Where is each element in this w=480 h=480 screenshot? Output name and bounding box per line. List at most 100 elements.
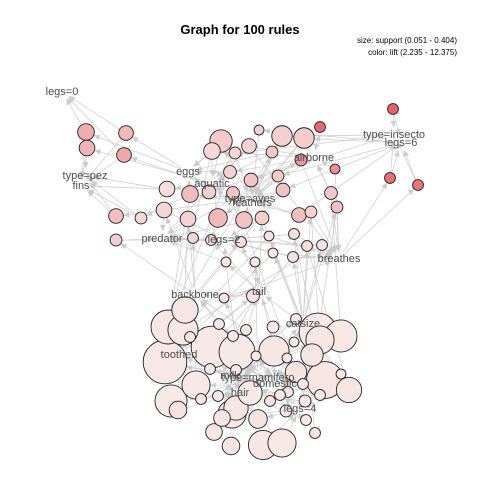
item-label: milk (220, 370, 240, 382)
item-label: eggs (176, 166, 200, 178)
rule-node (220, 256, 232, 268)
rule-to-item-edge (85, 138, 122, 181)
edge-arrowhead (263, 128, 271, 135)
rule-node (274, 389, 286, 401)
item-to-rule-edge (304, 250, 322, 317)
rule-to-item-edge (257, 200, 293, 214)
rule-node (248, 409, 268, 429)
item-to-rule-edge (258, 224, 263, 285)
edge-arrowhead (261, 374, 269, 380)
rule-node (291, 207, 307, 223)
edge-arrowhead (328, 246, 335, 253)
edge-arrowhead (146, 210, 154, 216)
legend-color: color: lift (2.235 - 12.375) (368, 48, 457, 57)
rule-to-item-edge (92, 176, 160, 189)
edge-arrowhead (93, 134, 101, 141)
rule-to-item-edge (298, 236, 333, 256)
rule-node (279, 404, 293, 418)
rule-node (246, 289, 260, 303)
rule-node (171, 296, 199, 324)
edge-arrowhead (195, 168, 203, 175)
rule-node (243, 172, 259, 188)
edge-arrowhead (282, 378, 290, 385)
edge-arrowhead (94, 149, 102, 155)
edge-arrowhead (257, 200, 265, 206)
item-label: type=insecto (363, 129, 425, 141)
item-label: domestic (253, 378, 298, 390)
edge-arrowhead (290, 329, 297, 336)
edge-arrowhead (281, 373, 288, 380)
rule-node-layer (77, 103, 424, 461)
rule-node (300, 343, 324, 367)
item-to-rule-edge (240, 135, 387, 153)
edge-arrowhead (215, 368, 222, 375)
rule-node (330, 200, 344, 214)
item-label: fins (72, 180, 90, 192)
edge-arrowhead (242, 184, 249, 192)
cross-edge (330, 192, 342, 337)
rule-node (109, 233, 123, 247)
rule-node (264, 395, 276, 407)
rule-to-item-edge (397, 141, 416, 181)
rule-node (290, 313, 302, 325)
item-to-rule-edge (236, 158, 307, 172)
rule-to-item-edge (313, 216, 336, 253)
edge-arrowhead (88, 189, 95, 195)
rule-node (226, 186, 240, 200)
rule-to-item-edge (228, 261, 332, 297)
edge-arrowhead (200, 300, 207, 308)
item-to-rule-edge (303, 217, 311, 317)
rule-node (304, 205, 318, 219)
edge-arrowhead (262, 388, 269, 395)
edge-arrowhead (130, 156, 138, 163)
edge-arrowhead (186, 179, 193, 187)
rule-node (158, 180, 176, 198)
rule-node (168, 400, 188, 420)
edge-arrowhead (393, 150, 400, 158)
rule-node (204, 363, 216, 375)
rule-node (195, 393, 207, 405)
rule-node (142, 339, 188, 385)
edge-arrowhead (283, 170, 291, 176)
edge-arrowhead (267, 412, 274, 419)
rule-node (253, 124, 265, 136)
item-to-rule-edge (166, 217, 193, 288)
rule-node (213, 318, 225, 330)
rule-to-item-edge (68, 95, 120, 130)
edge-arrowhead (159, 224, 166, 232)
rule-node (201, 184, 217, 200)
edge-arrowhead (87, 175, 94, 182)
edge-arrowhead (324, 254, 332, 261)
rule-node (288, 228, 300, 240)
rule-node (298, 394, 312, 408)
rule-node (271, 169, 285, 183)
edge-arrowhead (274, 257, 280, 265)
edge-arrowhead (403, 150, 410, 158)
item-to-rule-edge (215, 370, 268, 383)
rule-to-item-edge (87, 159, 119, 182)
rule-node (213, 409, 231, 427)
edge-arrowhead (259, 359, 266, 367)
edge-arrowhead (255, 187, 263, 194)
rule-node (281, 352, 293, 364)
item-to-rule-edge (120, 243, 189, 291)
rule-node (297, 378, 309, 390)
edge-arrowhead (123, 211, 130, 218)
item-label: airborne (294, 152, 334, 164)
rule-node (237, 380, 263, 406)
edge-arrowhead (170, 236, 177, 243)
rule-node (275, 182, 291, 198)
rule-node (250, 350, 262, 362)
edge-arrowhead (190, 243, 197, 250)
rule-node (267, 428, 297, 458)
rule-node (314, 121, 326, 133)
graph-title: Graph for 100 rules (180, 22, 299, 37)
rule-node (384, 172, 396, 184)
rule-node (309, 427, 321, 439)
item-to-rule-edge (344, 188, 415, 254)
edge-arrowhead (292, 239, 299, 246)
item-label: predator (142, 233, 183, 245)
item-to-rule-edge (225, 161, 308, 214)
